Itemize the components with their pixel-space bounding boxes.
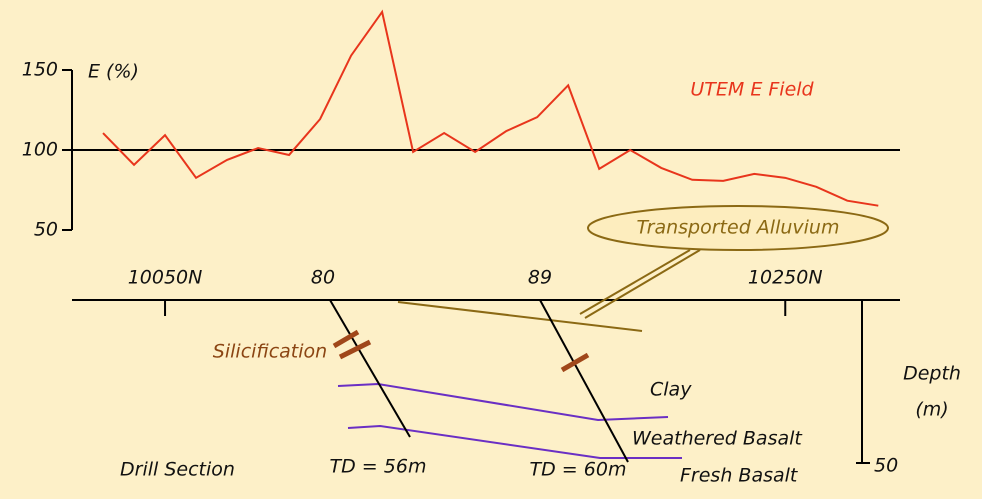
y-axis-label: E (%) <box>88 61 139 83</box>
silicification-mark <box>338 339 372 360</box>
alluvium-label: Transported Alluvium <box>637 217 840 239</box>
alluvium-base <box>397 301 643 332</box>
drill-hole <box>329 299 411 438</box>
silicification-mark <box>560 352 590 373</box>
series-label: UTEM E Field <box>690 79 814 101</box>
hole-label: 89 <box>528 267 552 289</box>
clay-boundary <box>337 382 669 422</box>
depth-label: Depth <box>903 363 961 385</box>
y-tick-label: 50 <box>34 219 58 241</box>
hole-label: 80 <box>311 267 335 289</box>
series-line <box>102 9 879 207</box>
layer-label: Fresh Basalt <box>680 465 799 487</box>
alluvium-callout <box>587 205 889 251</box>
section-title: Drill Section <box>120 459 235 481</box>
td-label: TD = 56m <box>330 456 427 478</box>
x-tick-label: 10250N <box>748 267 823 289</box>
y-tick-label: 150 <box>22 59 58 81</box>
basalt-boundary <box>347 424 682 459</box>
silicification-mark <box>332 329 360 349</box>
layer-label: Clay <box>650 379 692 401</box>
x-tick-label: 10050N <box>128 267 203 289</box>
depth-tick-label: 50 <box>874 455 898 477</box>
silicification-label: Silicification <box>213 341 327 363</box>
y-tick-label: 100 <box>22 139 58 161</box>
callout-pointer <box>579 249 691 315</box>
depth-label: (m) <box>915 399 948 421</box>
drill-hole <box>539 299 629 463</box>
callout-pointer <box>584 249 701 319</box>
layer-label: Weathered Basalt <box>632 428 803 450</box>
td-label: TD = 60m <box>530 459 627 481</box>
